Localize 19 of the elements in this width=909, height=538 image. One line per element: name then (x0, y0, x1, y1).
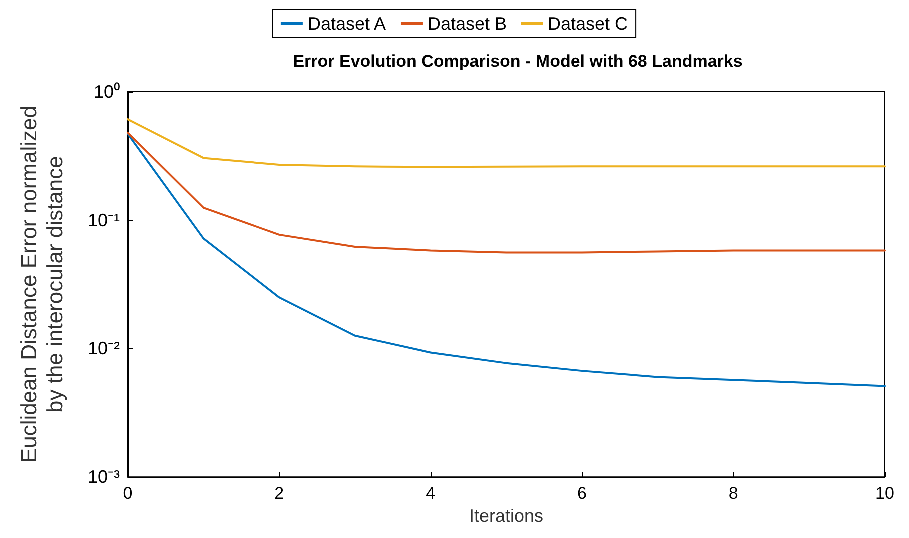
x-tick-label: 8 (728, 484, 738, 504)
y-axis-title: Euclidean Distance Error normalized by the interocular distance (16, 106, 68, 464)
x-tick-label: 10 (876, 484, 894, 504)
y-tick-label: 10⁻¹ (88, 210, 120, 230)
line-series (127, 118, 886, 168)
y-tick-label: 10⁰ (94, 82, 120, 102)
line-series (127, 132, 886, 254)
x-tick-label: 6 (577, 484, 587, 504)
legend-label: Dataset C (548, 14, 628, 34)
x-tick-label: 4 (426, 484, 436, 504)
legend-label: Dataset A (308, 14, 386, 34)
y-tick-label: 10⁻³ (88, 467, 120, 488)
x-tick-label: 0 (123, 484, 133, 504)
chart-title: Error Evolution Comparison - Model with 68 Landmarks (293, 52, 743, 71)
line-series (127, 133, 886, 388)
y-tick-label: 10⁻² (88, 338, 120, 359)
x-axis-title: Iterations (469, 506, 544, 526)
legend-label: Dataset B (428, 14, 508, 34)
x-tick-label: 2 (274, 484, 284, 504)
